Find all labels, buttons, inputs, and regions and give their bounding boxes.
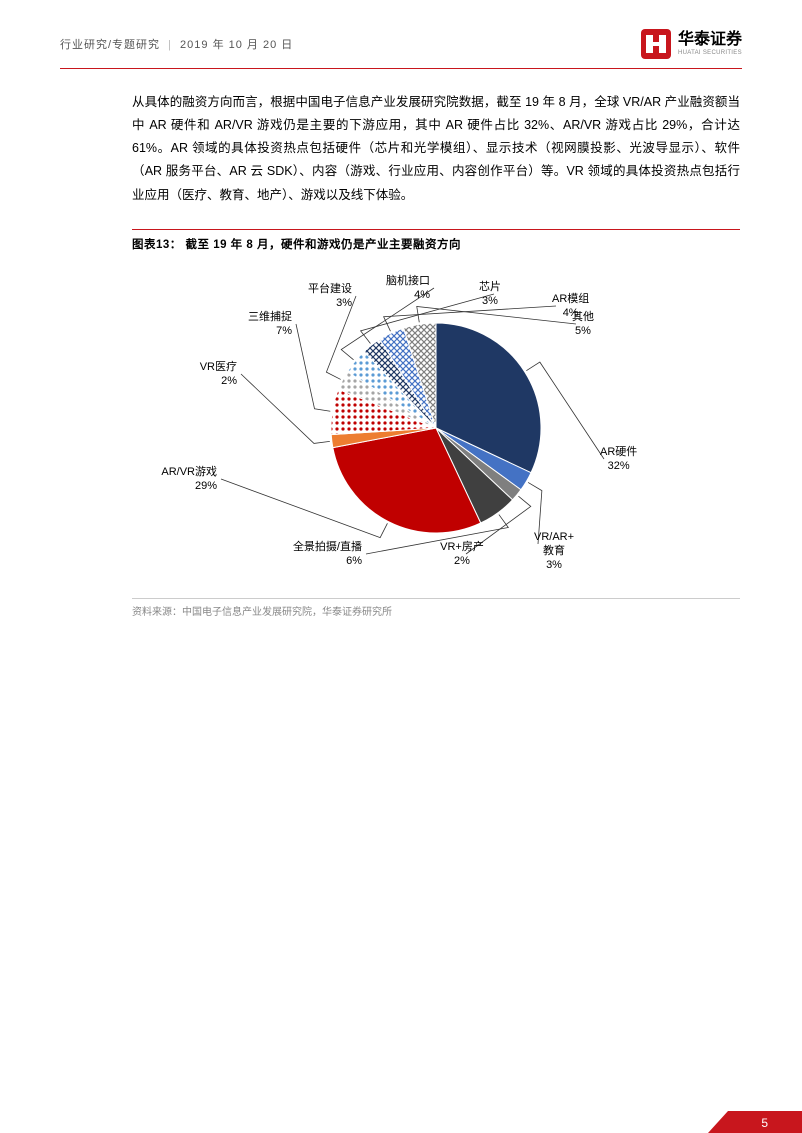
header-breadcrumb: 行业研究/专题研究 | 2019 年 10 月 20 日 bbox=[60, 36, 293, 52]
figure-caption-prefix: 图表13： bbox=[132, 239, 182, 251]
pie-label: VR+房产2% bbox=[440, 540, 484, 569]
doc-date: 2019 年 10 月 20 日 bbox=[180, 39, 293, 51]
figure-caption: 图表13： 截至 19 年 8 月，硬件和游戏仍是产业主要融资方向 bbox=[132, 229, 740, 252]
figure-13: 图表13： 截至 19 年 8 月，硬件和游戏仍是产业主要融资方向 AR硬件32… bbox=[132, 229, 740, 618]
header-rule bbox=[60, 68, 742, 69]
figure-caption-text: 截至 19 年 8 月，硬件和游戏仍是产业主要融资方向 bbox=[186, 239, 461, 251]
pie-label: AR硬件32% bbox=[600, 445, 637, 474]
pie-label: 芯片3% bbox=[479, 280, 501, 309]
pie-label: 脑机接口4% bbox=[386, 274, 430, 303]
doc-category: 行业研究/专题研究 bbox=[60, 39, 160, 51]
page-header: 行业研究/专题研究 | 2019 年 10 月 20 日 华泰证券 HUATAI… bbox=[0, 0, 802, 68]
pie-label: 平台建设3% bbox=[308, 282, 352, 311]
huatai-logo-icon bbox=[640, 28, 672, 60]
pie-label: 其他5% bbox=[572, 310, 594, 339]
header-divider: | bbox=[168, 39, 172, 51]
body-paragraph: 从具体的融资方向而言，根据中国电子信息产业发展研究院数据，截至 19 年 8 月… bbox=[132, 91, 740, 207]
brand-logo: 华泰证券 HUATAI SECURITIES bbox=[640, 28, 742, 60]
pie-label: AR/VR游戏29% bbox=[161, 465, 217, 494]
brand-name-cn: 华泰证券 bbox=[678, 32, 742, 48]
page-number: 5 bbox=[761, 1116, 768, 1130]
brand-name-en: HUATAI SECURITIES bbox=[678, 50, 742, 56]
figure-source: 资料来源：中国电子信息产业发展研究院，华泰证券研究所 bbox=[132, 598, 740, 618]
page-footer: 5 bbox=[0, 1111, 802, 1133]
pie-label: VR/AR+教育3% bbox=[534, 530, 574, 573]
pie-label: 全景拍摄/直播6% bbox=[293, 540, 362, 569]
pie-chart: AR硬件32% VR/AR+教育3% VR+房产2% 全景拍摄/直播6% AR/VR游戏… bbox=[132, 258, 740, 598]
pie-label: VR医疗2% bbox=[200, 360, 237, 389]
pie-label: 三维捕捉7% bbox=[248, 310, 292, 339]
